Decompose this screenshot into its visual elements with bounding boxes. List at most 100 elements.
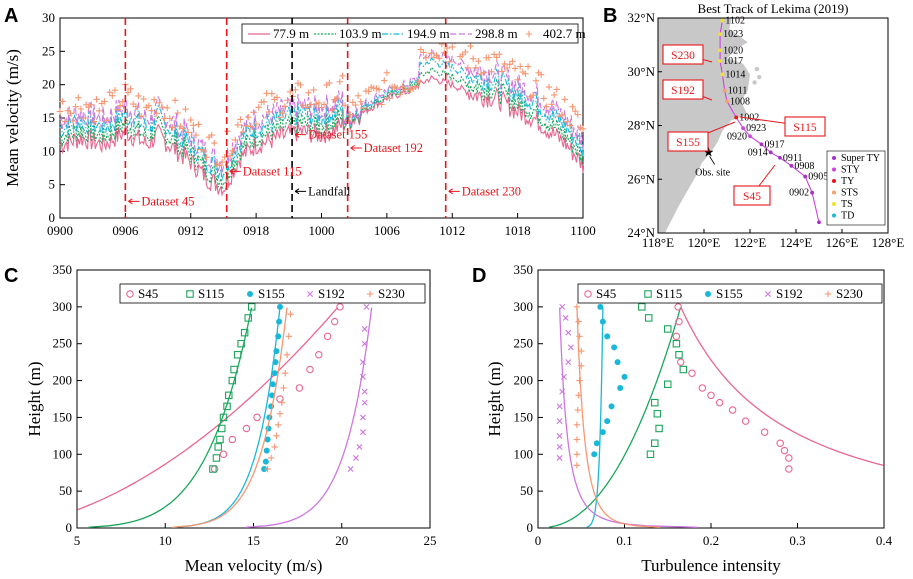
- scatter-point-402: [579, 125, 587, 133]
- data-point-S45: [295, 384, 304, 392]
- scatter-point-402: [333, 95, 341, 102]
- track-point: [718, 32, 722, 37]
- x-tick-label-a: 0906: [112, 223, 139, 238]
- y-tick-label-d: 350: [514, 262, 534, 277]
- legend-label: 402.7 m: [543, 26, 586, 41]
- annotation-label: Dataset 192: [364, 141, 423, 155]
- annotation-arrow: [448, 188, 460, 195]
- track-point: [778, 155, 782, 160]
- annotation-label: Dataset 155: [308, 128, 367, 142]
- data-point-S115: [217, 424, 226, 433]
- data-point-S155: [599, 429, 606, 436]
- data-point-S155: [263, 447, 270, 454]
- scatter-point-402: [88, 101, 95, 108]
- island: [752, 80, 757, 85]
- data-point-S192: [359, 359, 366, 366]
- x-tick-label-d: 0.3: [789, 533, 805, 548]
- data-point-S45: [674, 303, 682, 311]
- annotation-label: Dataset 45: [141, 194, 194, 208]
- scatter-point-402: [532, 77, 540, 85]
- scatter-point-402: [320, 101, 328, 108]
- data-point-S230: [573, 421, 581, 428]
- data-point-S155: [604, 418, 611, 425]
- data-point-S230: [576, 333, 583, 340]
- data-point-S155: [264, 436, 271, 443]
- scatter-point-402: [553, 86, 561, 93]
- island: [757, 74, 762, 80]
- scatter-point-402: [435, 54, 443, 62]
- track-label: 0905: [808, 172, 828, 183]
- data-point-S45: [672, 332, 681, 341]
- scatter-point-402: [383, 69, 391, 77]
- y-tick-label-d: 300: [514, 299, 534, 314]
- y-tick-label-b: 30°N: [627, 64, 655, 79]
- scatter-point-402: [158, 103, 166, 111]
- data-point-S155: [273, 348, 280, 355]
- y-tick-label-b: 28°N: [627, 118, 655, 133]
- scatter-point-402: [250, 109, 257, 116]
- scatter-point-402: [127, 85, 134, 93]
- obs-site-label: Obs. site: [695, 167, 731, 178]
- y-tick-label-d: 0: [527, 520, 534, 535]
- scatter-point-402: [242, 122, 249, 130]
- scatter-point-402: [218, 158, 226, 166]
- data-point-S45: [242, 424, 251, 433]
- x-tick-label-c: 20: [335, 533, 348, 548]
- data-point-S115: [653, 409, 662, 418]
- data-point-S230: [283, 351, 291, 358]
- data-point-S115: [209, 465, 217, 473]
- y-tick-label-a: 0: [49, 210, 56, 225]
- scatter-point-402: [101, 98, 108, 105]
- scatter-point-402: [339, 72, 346, 80]
- y-tick-label-b: 24°N: [627, 225, 655, 240]
- y-tick-label-c: 150: [53, 409, 73, 424]
- fit-curve-S45: [77, 307, 339, 511]
- scatter-point-402: [69, 117, 77, 125]
- data-point-S115: [216, 435, 224, 444]
- chart-d: 0 0.1 0.2 0.3 0.4 0 50 100 150 200 250 300 350 Turbul…: [485, 262, 893, 575]
- scatter-point-402: [511, 65, 519, 72]
- y-tick-label-a: 30: [42, 10, 55, 25]
- track-label: 1008: [730, 96, 750, 107]
- scatter-point-402: [200, 147, 208, 155]
- scatter-point-402: [365, 88, 372, 95]
- scatter-point-402: [551, 91, 558, 99]
- data-point-S115: [679, 365, 688, 374]
- data-point-S192: [361, 388, 368, 395]
- legend-swatch-d: [765, 291, 771, 297]
- y-tick-label-b: 26°N: [627, 171, 655, 186]
- x-tick-label-a: 1018: [505, 223, 531, 238]
- station-label: S115: [793, 122, 816, 134]
- legend-swatch-c: [366, 290, 374, 298]
- data-point-S192: [567, 344, 574, 351]
- scatter-point-402: [276, 114, 283, 121]
- x-tick-label-c: 5: [74, 533, 81, 548]
- fit-curve-S230: [172, 307, 288, 528]
- fit-curve-S230: [576, 307, 660, 528]
- scatter-point-402: [109, 92, 116, 99]
- scatter-point-402: [564, 118, 571, 125]
- data-point-S45: [707, 391, 715, 400]
- y-tick-label-c: 200: [53, 373, 73, 388]
- track-point: [817, 220, 821, 225]
- obs-site-pointer: [709, 156, 715, 165]
- scatter-point-402: [132, 103, 140, 110]
- track-point: [748, 134, 752, 139]
- data-point-S192: [361, 325, 368, 332]
- scatter-point-402: [237, 116, 244, 123]
- data-point-S45: [675, 317, 683, 326]
- x-tick-label-a: 1100: [570, 223, 596, 238]
- track-point: [810, 190, 814, 195]
- data-point-S155: [608, 403, 615, 410]
- legend-swatch-c: [186, 290, 194, 298]
- y-tick-label-a: 10: [42, 143, 55, 158]
- scatter-point-402: [396, 90, 404, 98]
- data-point-S45: [306, 365, 314, 374]
- scatter-point-402: [135, 92, 142, 100]
- scatter-point-402: [286, 88, 294, 96]
- data-point-S230: [575, 392, 582, 399]
- data-point-S192: [359, 429, 366, 436]
- y-tick-label-d: 200: [514, 373, 534, 388]
- x-tick-label-c: 15: [247, 533, 260, 548]
- scatter-point-402: [268, 90, 276, 97]
